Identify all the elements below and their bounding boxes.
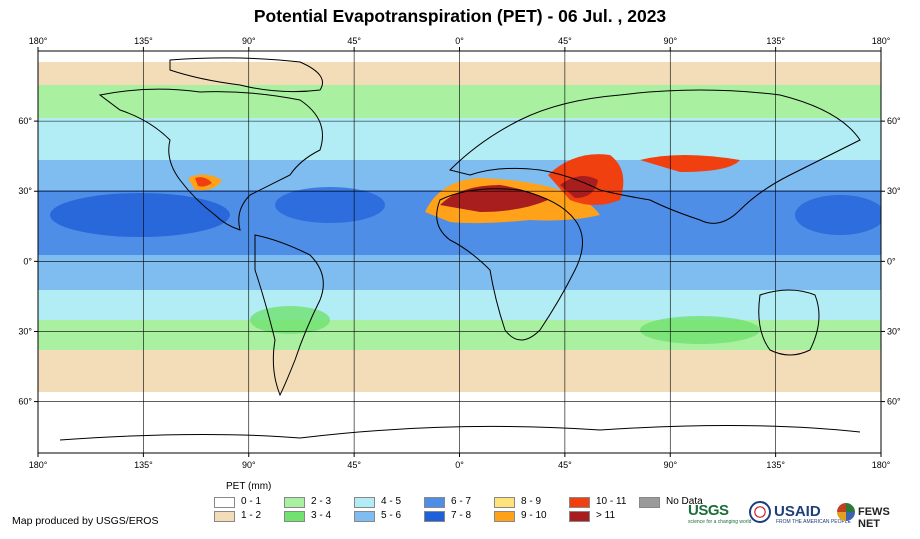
lat-tick-label-left: 30° (18, 186, 32, 196)
lat-tick-label-left: 60° (18, 116, 32, 126)
legend-swatch (354, 511, 375, 522)
lon-tick-label-bottom: 90° (242, 460, 256, 470)
legend-label: 1 - 2 (241, 510, 262, 521)
legend-swatch (284, 497, 305, 508)
lon-tick-label-bottom: 0° (455, 460, 464, 470)
legend-swatch (424, 511, 445, 522)
antarctica-coast (59, 424, 861, 441)
legend-label: 8 - 9 (521, 496, 542, 507)
lon-tick-label-bottom: 180° (29, 460, 48, 470)
west-pacific-high-pet-patch (795, 195, 881, 235)
legend-swatch (214, 511, 235, 522)
lat-tick-label-right: 60° (887, 397, 901, 407)
lat-tick-label-right: 30° (887, 326, 901, 336)
atlantic-high-pet-patch (275, 187, 385, 223)
lon-tick-label-bottom: 135° (766, 460, 785, 470)
usaid-seal-icon (749, 501, 771, 523)
fews-net-globe-icon (837, 503, 855, 521)
lon-tick-label-top: 45° (558, 36, 572, 46)
usgs-logo: USGS (688, 502, 729, 519)
lon-tick-label-bottom: 135° (134, 460, 153, 470)
lon-tick-label-bottom: 45° (558, 460, 572, 470)
pet-raster (38, 62, 881, 453)
central-asia-hot-region (640, 155, 740, 172)
lat-tick-label-right: 60° (887, 116, 901, 126)
legend-swatch (639, 497, 660, 508)
usaid-tagline: FROM THE AMERICAN PEOPLE (776, 519, 851, 525)
legend-label: 2 - 3 (311, 496, 332, 507)
legend-label: 7 - 8 (451, 510, 472, 521)
greenland-arctic-coast (169, 57, 323, 93)
lon-tick-label-top: 45° (347, 36, 361, 46)
lon-tick-label-top: 180° (872, 36, 891, 46)
lat-tick-label-left: 0° (23, 256, 32, 266)
legend-title: PET (mm) (226, 481, 272, 492)
map-title: Potential Evapotranspiration (PET) - 06 … (253, 6, 667, 26)
lat-tick-label-left: 60° (18, 397, 32, 407)
legend-label: > 11 (596, 510, 615, 521)
legend-swatch (494, 497, 515, 508)
lat-tick-label-right: 0° (887, 256, 896, 266)
fews-net-logo: FEWS NET (858, 506, 890, 530)
lon-tick-label-bottom: 180° (872, 460, 891, 470)
indian-ocean-green-patch (640, 316, 760, 344)
legend-swatch (214, 497, 235, 508)
legend-swatch (424, 497, 445, 508)
lon-tick-label-top: 90° (242, 36, 256, 46)
legend-swatch (284, 511, 305, 522)
lon-tick-label-top: 0° (455, 36, 464, 46)
lon-tick-label-bottom: 90° (663, 460, 677, 470)
usaid-logo: USAID (774, 503, 821, 520)
legend-swatch (494, 511, 515, 522)
legend-swatch (354, 497, 375, 508)
legend-swatch (569, 511, 590, 522)
legend-label: 6 - 7 (451, 496, 472, 507)
legend-label: 9 - 10 (521, 510, 547, 521)
lon-tick-label-top: 180° (29, 36, 48, 46)
lon-tick-label-top: 135° (134, 36, 153, 46)
tick-labels: 180° 180° 135° 135° 90° 90° 45° 45° 0° 0° 45° 45° 90… (18, 36, 901, 470)
lon-tick-label-bottom: 45° (347, 460, 361, 470)
south-america-coast (254, 234, 324, 397)
lon-tick-label-top: 135° (766, 36, 785, 46)
credit-text: Map produced by USGS/EROS (12, 515, 159, 527)
sahara-extreme-region (440, 185, 548, 212)
eurasia-coast (449, 89, 861, 224)
australia-coast (758, 289, 820, 356)
pacific-high-pet-patch (50, 193, 230, 237)
legend-label: 0 - 1 (241, 496, 262, 507)
lat-tick-label-right: 30° (887, 186, 901, 196)
usgs-tagline: science for a changing world (688, 519, 752, 525)
legend-swatch (569, 497, 590, 508)
partner-logos: USGS science for a changing world USAID … (688, 500, 913, 530)
legend-label: 3 - 4 (311, 510, 332, 521)
africa-coast (436, 188, 583, 341)
arabia-extreme-region (560, 176, 598, 198)
southwest-us-peak-region (195, 177, 212, 187)
lon-tick-label-top: 90° (663, 36, 677, 46)
south-atlantic-green-patch (250, 306, 330, 334)
graticule (38, 51, 881, 453)
legend-label: No Data (666, 496, 703, 507)
legend-label: 10 - 11 (596, 496, 627, 507)
lat-tick-label-left: 30° (18, 326, 32, 336)
legend-label: 4 - 5 (381, 496, 402, 507)
legend-label: 5 - 6 (381, 510, 402, 521)
